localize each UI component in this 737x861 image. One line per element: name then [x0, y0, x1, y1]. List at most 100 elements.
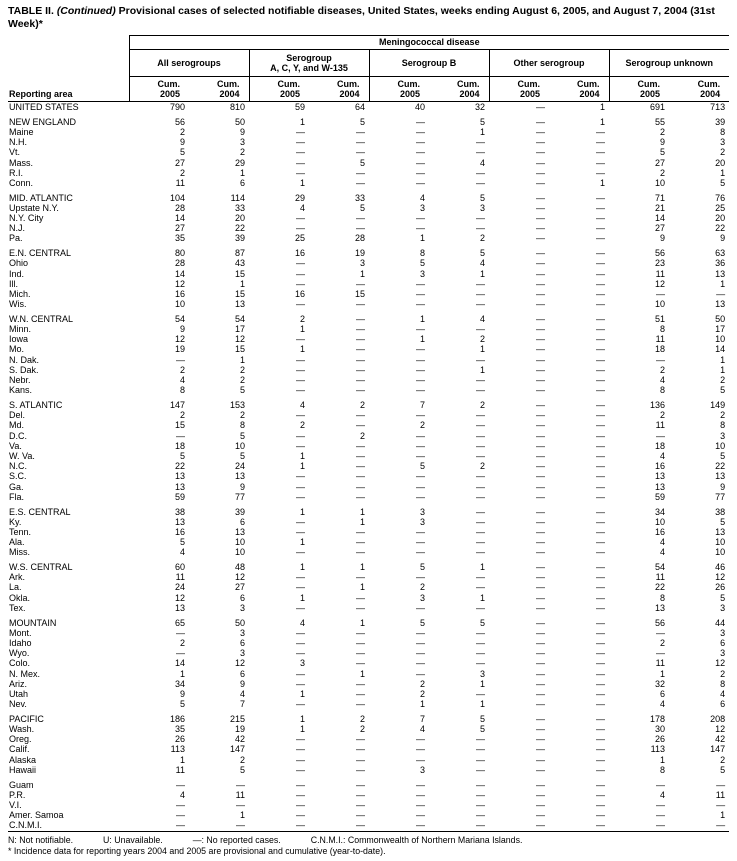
- value-cell: 1: [299, 562, 305, 573]
- value-cell: —: [596, 724, 605, 735]
- value-cell: —: [356, 375, 365, 386]
- value-cell: —: [476, 820, 485, 831]
- value-cell: 16: [294, 288, 305, 299]
- title-text: Provisional cases of selected notifiable…: [8, 5, 715, 30]
- value-cell: —: [296, 602, 305, 613]
- value-cell: —: [656, 800, 665, 810]
- value-cell: 1: [720, 810, 726, 821]
- value-cell: —: [596, 526, 605, 537]
- value-cell: 16: [294, 248, 305, 259]
- value-cell: —: [476, 526, 485, 537]
- value-cell: 27: [654, 223, 665, 234]
- value-cell: 3: [419, 764, 425, 775]
- value-cell: —: [296, 810, 305, 821]
- value-cell: —: [296, 637, 305, 648]
- value-cell: —: [296, 800, 305, 810]
- column-group-serogroup-b: Serogroup B: [368, 49, 489, 77]
- value-cell: —: [416, 364, 425, 375]
- value-cell: —: [356, 547, 365, 558]
- value-cell: 28: [174, 202, 185, 213]
- table-row: Ga. 13 9 — — — — — — 13 9: [8, 482, 729, 492]
- value-cell: —: [476, 779, 485, 790]
- value-cell: —: [296, 157, 305, 168]
- reporting-area-cell: Ind.: [9, 268, 25, 279]
- value-cell: 18: [654, 344, 665, 355]
- value-cell: —: [536, 516, 545, 527]
- value-cell: —: [536, 364, 545, 375]
- value-cell: —: [296, 516, 305, 527]
- value-cell: 5: [239, 451, 245, 461]
- value-cell: —: [416, 126, 425, 137]
- value-cell: 76: [715, 192, 726, 203]
- value-cell: —: [296, 167, 305, 178]
- value-cell: 12: [174, 334, 185, 345]
- value-cell: —: [596, 410, 605, 421]
- value-cell: —: [536, 699, 545, 710]
- table-row: Nebr. 4 2 — — — — — — 4 2: [8, 375, 729, 385]
- footnote-no-reported-cases: —: No reported cases.: [192, 834, 281, 845]
- value-cell: —: [296, 572, 305, 583]
- value-cell: 12: [234, 334, 245, 345]
- value-cell: 10: [715, 537, 726, 548]
- value-cell: 9: [720, 481, 726, 492]
- value-cell: 8: [720, 678, 726, 689]
- value-cell: 113: [170, 744, 185, 755]
- table-row: Minn. 9 17 1 — — — — — 8 17: [8, 324, 729, 334]
- value-cell: 13: [174, 602, 185, 613]
- value-cell: —: [416, 800, 425, 810]
- value-cell: —: [476, 451, 485, 461]
- value-cell: 24: [174, 582, 185, 593]
- value-cell: 33: [354, 192, 365, 203]
- value-cell: —: [476, 147, 485, 158]
- value-cell: —: [596, 278, 605, 289]
- value-cell: 56: [174, 116, 185, 127]
- value-cell: 36: [715, 258, 726, 269]
- disease-group-header: Meningococcal disease: [128, 35, 730, 50]
- value-cell: —: [536, 491, 545, 502]
- value-cell: 13: [174, 471, 185, 482]
- value-cell: —: [416, 137, 425, 148]
- value-cell: 1: [179, 754, 185, 765]
- value-cell: —: [536, 354, 545, 365]
- value-cell: —: [536, 688, 545, 699]
- table-row: E.N. CENTRAL 80 87 16 19 8 5 — — 56 63: [8, 248, 729, 258]
- value-cell: —: [476, 278, 485, 289]
- value-cell: 16: [174, 288, 185, 299]
- value-cell: 1: [299, 344, 305, 355]
- value-cell: —: [596, 602, 605, 613]
- column-header-cum-2005: Cum. 2005: [368, 76, 429, 102]
- value-cell: —: [476, 137, 485, 148]
- value-cell: —: [476, 410, 485, 421]
- value-cell: —: [716, 800, 726, 810]
- value-cell: —: [356, 734, 365, 745]
- value-cell: 6: [239, 592, 245, 603]
- reporting-area-cell: N.H.: [9, 137, 27, 148]
- value-cell: —: [356, 754, 365, 765]
- value-cell: 22: [715, 223, 726, 234]
- value-cell: 1: [479, 592, 485, 603]
- value-cell: 9: [720, 233, 726, 244]
- value-cell: —: [536, 461, 545, 472]
- table-row: N.H. 9 3 — — — — — — 9 3: [8, 137, 729, 147]
- value-cell: —: [356, 451, 365, 461]
- value-cell: —: [296, 137, 305, 148]
- reporting-area-cell: Nev.: [9, 699, 27, 710]
- value-cell: —: [476, 324, 485, 335]
- value-cell: 55: [654, 116, 665, 127]
- value-cell: 15: [174, 420, 185, 431]
- value-cell: 5: [419, 562, 425, 573]
- value-cell: 14: [174, 658, 185, 669]
- value-cell: 13: [174, 516, 185, 527]
- value-cell: —: [536, 202, 545, 213]
- value-cell: —: [416, 637, 425, 648]
- value-cell: 15: [234, 344, 245, 355]
- reporting-area-cell: Del.: [9, 410, 26, 421]
- value-cell: 1: [359, 506, 365, 517]
- value-cell: 26: [715, 582, 726, 593]
- value-cell: 23: [654, 258, 665, 269]
- value-cell: —: [476, 177, 485, 188]
- value-cell: 147: [169, 399, 185, 410]
- value-cell: 4: [479, 313, 485, 324]
- value-cell: 1: [239, 278, 245, 289]
- value-cell: 11: [655, 268, 665, 279]
